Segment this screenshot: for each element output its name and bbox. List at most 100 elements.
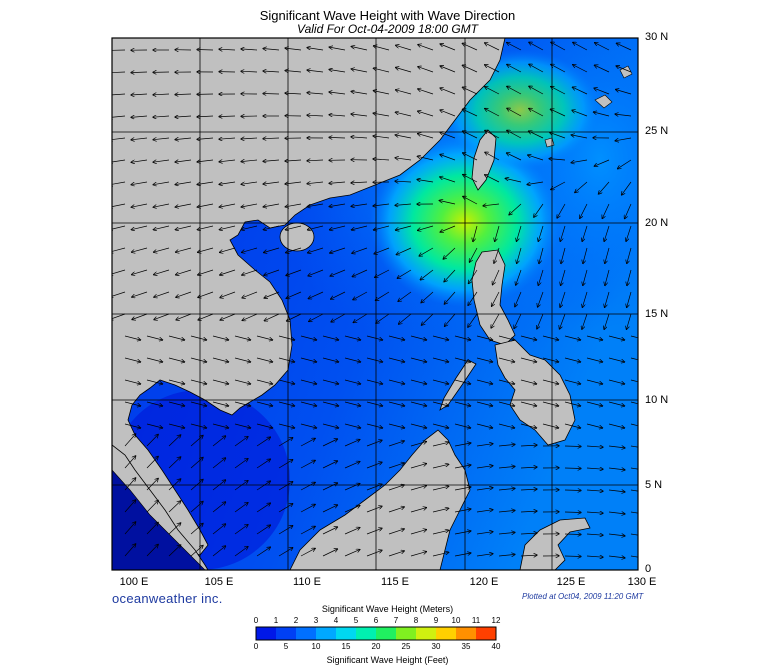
colorbar-tick-feet: 40	[491, 642, 501, 651]
wave-direction-arrow	[542, 335, 559, 340]
wave-direction-arrow	[374, 46, 390, 51]
wave-direction-arrow	[388, 485, 404, 491]
wave-direction-arrow	[197, 225, 214, 230]
wave-direction-arrow	[476, 554, 493, 557]
wave-direction-arrow	[300, 423, 317, 428]
wave-direction-arrow	[485, 43, 500, 51]
wave-direction-arrow	[241, 71, 258, 72]
wave-direction-arrow	[564, 379, 581, 384]
wave-direction-arrow	[263, 49, 280, 51]
wave-direction-arrow	[551, 42, 566, 51]
wave-direction-arrow	[564, 468, 581, 469]
wave-direction-arrow	[630, 379, 638, 383]
wave-direction-arrow	[564, 490, 581, 491]
wave-direction-arrow	[175, 116, 192, 117]
lon-label-130: 130 E	[627, 576, 657, 588]
wave-direction-arrow	[286, 247, 302, 253]
wave-direction-arrow	[146, 379, 163, 384]
wave-direction-arrow	[586, 446, 603, 447]
colorbar	[255, 626, 497, 641]
lat-label-10: 10 N	[645, 394, 669, 406]
wave-direction-arrow	[112, 72, 126, 73]
wave-direction-arrow	[420, 269, 434, 280]
wave-direction-arrow	[190, 436, 203, 447]
wave-direction-arrow	[308, 269, 324, 276]
wave-direction-arrow	[410, 552, 426, 557]
wave-direction-arrow	[498, 379, 515, 384]
wave-direction-arrow	[168, 423, 185, 428]
wave-direction-arrow	[397, 269, 412, 278]
wave-direction-arrow	[168, 379, 185, 384]
wave-direction-arrow	[520, 423, 537, 428]
wave-direction-arrow	[352, 225, 368, 230]
colorbar-tick-feet: 0	[253, 642, 259, 651]
colorbar-swatch	[316, 627, 337, 640]
wave-direction-arrow	[351, 91, 368, 95]
lat-label-5: 5 N	[645, 479, 663, 491]
wave-direction-arrow	[146, 545, 158, 557]
wave-direction-arrow	[329, 70, 346, 73]
wave-direction-arrow	[463, 196, 478, 205]
wave-direction-arrow	[112, 269, 126, 275]
wave-direction-arrow	[154, 269, 170, 275]
wave-direction-arrow	[132, 313, 148, 320]
wave-direction-arrow	[432, 357, 449, 362]
wave-direction-arrow	[322, 423, 339, 428]
wave-direction-arrow	[542, 423, 559, 428]
wave-direction-arrow	[112, 247, 126, 252]
colorbar-tick-feet: 25	[401, 642, 411, 651]
wave-direction-arrow	[515, 291, 522, 307]
wave-direction-arrow	[176, 313, 192, 320]
wave-direction-arrow	[344, 440, 360, 447]
wave-direction-arrow	[307, 70, 324, 72]
wave-direction-arrow	[542, 379, 559, 384]
wave-direction-arrow	[463, 131, 478, 139]
wave-direction-arrow	[263, 203, 280, 207]
wave-direction-arrow	[549, 159, 566, 160]
wave-direction-arrow	[454, 487, 471, 491]
wave-direction-arrow	[190, 546, 203, 557]
wave-direction-arrow	[564, 512, 581, 513]
wave-direction-arrow	[234, 423, 251, 428]
wave-direction-arrow	[168, 401, 185, 406]
wave-direction-arrow	[582, 225, 588, 241]
lat-label-20: 20 N	[645, 217, 669, 229]
wave-direction-arrow	[454, 423, 471, 428]
wave-direction-arrow	[330, 225, 346, 230]
wave-direction-arrow	[630, 533, 638, 536]
wave-direction-arrow	[175, 225, 192, 230]
wave-direction-arrow	[418, 89, 434, 95]
lon-label-115: 115 E	[381, 576, 409, 588]
wave-direction-arrow	[410, 357, 427, 362]
wave-direction-arrow	[198, 291, 214, 297]
wave-direction-arrow	[586, 468, 603, 469]
wave-direction-arrow	[395, 112, 412, 117]
wave-direction-arrow	[485, 65, 500, 73]
wave-direction-arrow	[373, 68, 390, 73]
wave-direction-arrow	[146, 501, 158, 513]
wave-direction-arrow	[285, 48, 302, 50]
wave-direction-arrow	[212, 480, 226, 491]
wave-direction-arrow	[507, 43, 522, 51]
wave-direction-arrow	[586, 335, 603, 340]
wave-direction-arrow	[564, 401, 581, 406]
wave-direction-arrow	[197, 181, 214, 185]
wave-direction-arrow	[498, 444, 515, 446]
wave-direction-arrow	[410, 464, 426, 469]
wave-direction-arrow	[322, 527, 337, 535]
wave-direction-arrow	[410, 423, 427, 428]
wave-direction-arrow	[419, 247, 434, 256]
wave-direction-arrow	[168, 479, 181, 491]
wave-direction-arrow	[432, 401, 449, 406]
wave-direction-arrow	[212, 502, 226, 513]
wave-direction-arrow	[153, 94, 170, 95]
wave-direction-arrow	[514, 313, 522, 328]
wave-direction-arrow	[418, 111, 434, 117]
wave-direction-arrow	[344, 401, 361, 406]
wave-direction-arrow	[454, 443, 471, 447]
wave-direction-arrow	[112, 116, 126, 118]
wave-direction-arrow	[352, 269, 368, 277]
wave-direction-arrow	[286, 269, 302, 276]
wave-direction-arrow	[432, 486, 449, 491]
colorbar-tick-feet: 20	[371, 642, 381, 651]
